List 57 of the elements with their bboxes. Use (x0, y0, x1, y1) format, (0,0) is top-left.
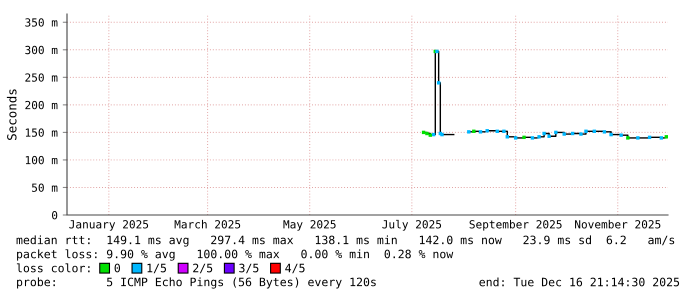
x-tick-label: November 2025 (575, 220, 660, 229)
point (514, 136, 518, 140)
legend-label: 4/5 (285, 264, 305, 274)
point (506, 135, 509, 139)
x-tick-label: September 2025 (470, 220, 562, 231)
point (425, 132, 429, 136)
legend-label: 0 (114, 264, 120, 272)
legend-label: 3/5 (239, 264, 258, 274)
x-tick-label: March 2025 (174, 220, 240, 229)
legend-label: 2/5 (193, 264, 212, 274)
text: packet loss: 9.90 % avg 100.00 % max 0.00 % min 0.28 % now (17, 249, 454, 261)
point (522, 136, 526, 140)
point (428, 133, 432, 137)
point (542, 132, 546, 136)
y-tick-label: 200 m (25, 100, 58, 110)
point (619, 133, 623, 137)
point (602, 130, 606, 134)
y-tick-label: 350 m (25, 18, 58, 27)
point (584, 130, 588, 133)
y-tick-label: 100 m (26, 156, 58, 164)
point (537, 135, 541, 139)
point (570, 132, 574, 136)
point (478, 130, 482, 134)
y-tick-label: 50 m (32, 183, 58, 192)
point (648, 136, 652, 140)
legend-label: 1/5 (148, 264, 166, 274)
point (485, 129, 489, 132)
y-tick-label: 300 m (25, 46, 58, 54)
point (660, 136, 664, 140)
point (636, 136, 640, 140)
point (664, 135, 668, 139)
y-tick-label: 0 (52, 211, 58, 220)
y-axis-title: Seconds (6, 89, 17, 140)
y-tick-label: 250 m (25, 73, 58, 82)
text: probe: 5 ICMP Echo Pings (56 Bytes) every 120s (17, 277, 376, 289)
legend-title: loss color: (16, 263, 90, 272)
point (562, 132, 566, 136)
text: end: Tue Dec 16 21:14:30 2025 (479, 277, 680, 286)
point (579, 132, 583, 136)
y-tick-label: 150 m (26, 128, 58, 137)
point (502, 130, 506, 133)
point (530, 136, 534, 140)
x-tick-label: May 2025 (283, 220, 336, 231)
point (472, 130, 476, 133)
point (467, 130, 470, 134)
point (496, 130, 499, 133)
text: median rtt: 149.1 ms avg 297.4 ms max 138.1 ms min 142.0 ms now 23.9 ms sd 6.2 am/s (16, 235, 674, 247)
point (626, 136, 630, 140)
x-tick-label: January 2025 (69, 220, 148, 231)
x-tick-label: July 2025 (382, 220, 442, 231)
point (422, 130, 426, 134)
point (554, 130, 558, 134)
point (547, 134, 551, 138)
point (609, 132, 613, 136)
point (432, 132, 436, 136)
point (592, 130, 596, 133)
point (436, 81, 440, 85)
